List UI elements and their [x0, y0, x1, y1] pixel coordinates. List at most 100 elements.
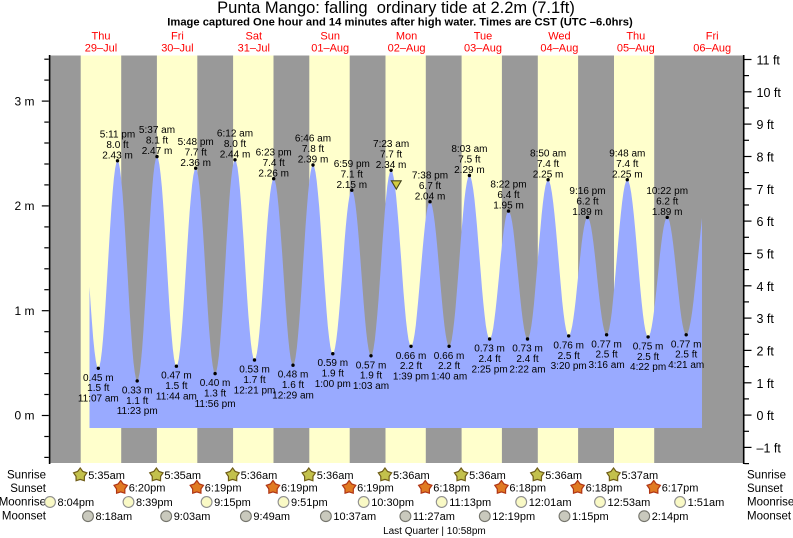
svg-text:12:21 pm: 12:21 pm — [234, 385, 276, 396]
svg-text:0.66 m: 0.66 m — [396, 351, 427, 362]
svg-text:8:22 pm: 8:22 pm — [490, 180, 526, 191]
svg-text:7.4 ft: 7.4 ft — [263, 158, 285, 169]
svg-text:Sunset: Sunset — [747, 483, 784, 495]
svg-text:3 ft: 3 ft — [757, 312, 775, 326]
svg-text:2.5 ft: 2.5 ft — [675, 350, 697, 361]
svg-text:2.29 m: 2.29 m — [454, 165, 485, 176]
svg-text:Sunset: Sunset — [10, 483, 47, 495]
svg-text:Wed: Wed — [548, 30, 570, 42]
svg-text:9:48 am: 9:48 am — [609, 148, 645, 159]
svg-text:Last Quarter | 10:58pm: Last Quarter | 10:58pm — [383, 526, 486, 537]
svg-text:8:18am: 8:18am — [96, 511, 133, 523]
svg-text:5:36am: 5:36am — [317, 470, 354, 482]
svg-text:1.6 ft: 1.6 ft — [282, 380, 304, 391]
svg-text:5:36am: 5:36am — [241, 470, 278, 482]
svg-text:2 ft: 2 ft — [757, 344, 775, 358]
svg-text:1:03 am: 1:03 am — [353, 381, 389, 392]
svg-text:Mon: Mon — [396, 30, 417, 42]
svg-text:3:16 am: 3:16 am — [589, 360, 625, 371]
svg-text:Thu: Thu — [626, 30, 645, 42]
svg-text:2.34 m: 2.34 m — [376, 160, 407, 171]
svg-text:6:19pm: 6:19pm — [357, 482, 394, 494]
svg-text:6:18pm: 6:18pm — [509, 482, 546, 494]
svg-text:8.0 ft: 8.0 ft — [106, 140, 128, 151]
svg-text:6:17pm: 6:17pm — [662, 482, 699, 494]
svg-text:11:23 pm: 11:23 pm — [117, 406, 158, 417]
svg-text:2:14pm: 2:14pm — [652, 511, 689, 523]
svg-text:9 ft: 9 ft — [757, 118, 775, 132]
svg-text:8.1 ft: 8.1 ft — [146, 136, 168, 147]
svg-text:1.9 ft: 1.9 ft — [360, 371, 382, 382]
svg-text:2:22 am: 2:22 am — [509, 364, 545, 375]
svg-text:04–Aug: 04–Aug — [540, 43, 578, 55]
svg-text:0.57 m: 0.57 m — [356, 360, 387, 371]
svg-text:1:51am: 1:51am — [688, 497, 725, 509]
svg-text:6:20pm: 6:20pm — [129, 482, 166, 494]
svg-text:Moonrise: Moonrise — [0, 497, 46, 509]
svg-text:2.5 ft: 2.5 ft — [637, 352, 659, 363]
svg-text:2.43 m: 2.43 m — [102, 150, 133, 161]
svg-text:1 ft: 1 ft — [757, 377, 775, 391]
svg-text:2 m: 2 m — [14, 199, 34, 213]
svg-text:8:50 am: 8:50 am — [530, 148, 566, 159]
svg-text:29–Jul: 29–Jul — [85, 43, 117, 55]
svg-text:05–Aug: 05–Aug — [617, 43, 655, 55]
svg-text:1.95 m: 1.95 m — [493, 201, 524, 212]
svg-text:7:38 pm: 7:38 pm — [412, 170, 448, 181]
svg-text:10:30pm: 10:30pm — [371, 497, 414, 509]
svg-text:30–Jul: 30–Jul — [161, 43, 193, 55]
svg-text:0.76 m: 0.76 m — [553, 340, 584, 351]
svg-text:7.7 ft: 7.7 ft — [185, 147, 207, 158]
svg-text:6:59 pm: 6:59 pm — [334, 159, 370, 170]
svg-text:5 ft: 5 ft — [757, 248, 775, 262]
svg-text:6:18pm: 6:18pm — [433, 482, 470, 494]
svg-text:5:11 pm: 5:11 pm — [100, 129, 135, 140]
svg-text:0.66 m: 0.66 m — [434, 351, 465, 362]
svg-text:6.7 ft: 6.7 ft — [419, 181, 441, 192]
svg-text:0 ft: 0 ft — [757, 409, 775, 423]
svg-text:11:27am: 11:27am — [413, 511, 455, 523]
svg-text:2.26 m: 2.26 m — [258, 168, 289, 179]
svg-text:6:18pm: 6:18pm — [586, 482, 623, 494]
svg-text:3 m: 3 m — [14, 94, 34, 108]
svg-text:0 m: 0 m — [14, 409, 34, 423]
svg-text:11:56 pm: 11:56 pm — [195, 399, 236, 410]
svg-text:0.40 m: 0.40 m — [200, 378, 231, 389]
svg-text:12:29 am: 12:29 am — [272, 391, 314, 402]
svg-text:Fri: Fri — [171, 30, 184, 42]
svg-text:Sunrise: Sunrise — [747, 470, 786, 482]
svg-text:8:04pm: 8:04pm — [58, 497, 95, 509]
svg-text:1:00 pm: 1:00 pm — [315, 379, 351, 390]
svg-text:0.77 m: 0.77 m — [591, 339, 622, 350]
svg-text:1 m: 1 m — [14, 304, 34, 318]
svg-text:11:44 am: 11:44 am — [156, 392, 197, 403]
svg-text:7.1 ft: 7.1 ft — [341, 169, 363, 180]
svg-text:6:12 am: 6:12 am — [217, 128, 253, 139]
svg-text:6:19pm: 6:19pm — [205, 482, 242, 494]
svg-text:5:48 pm: 5:48 pm — [178, 137, 214, 148]
svg-text:2.25 m: 2.25 m — [612, 169, 643, 180]
svg-text:7:23 am: 7:23 am — [373, 139, 409, 150]
svg-text:5:37 am: 5:37 am — [139, 125, 175, 136]
svg-text:2:25 pm: 2:25 pm — [472, 364, 508, 375]
svg-text:1.5 ft: 1.5 ft — [87, 383, 109, 394]
svg-text:Sat: Sat — [246, 30, 263, 42]
svg-text:Sun: Sun — [320, 30, 340, 42]
svg-text:Punta Mango: falling ordinary: Punta Mango: falling ordinary tide at 2.… — [217, 0, 575, 17]
svg-text:0.75 m: 0.75 m — [633, 341, 664, 352]
svg-text:12:53am: 12:53am — [608, 497, 651, 509]
svg-text:–1 ft: –1 ft — [757, 441, 782, 455]
svg-text:7.7 ft: 7.7 ft — [380, 149, 402, 160]
svg-text:1.5 ft: 1.5 ft — [165, 381, 187, 392]
svg-text:1.1 ft: 1.1 ft — [126, 396, 148, 407]
svg-text:2.5 ft: 2.5 ft — [558, 351, 580, 362]
svg-text:0.73 m: 0.73 m — [512, 344, 543, 355]
svg-text:0.73 m: 0.73 m — [474, 344, 505, 355]
svg-text:0.59 m: 0.59 m — [318, 358, 349, 369]
svg-text:Thu: Thu — [92, 30, 111, 42]
svg-text:4:21 am: 4:21 am — [668, 360, 704, 371]
svg-text:8 ft: 8 ft — [757, 151, 775, 165]
svg-text:9:49am: 9:49am — [253, 511, 290, 523]
svg-text:5:37am: 5:37am — [622, 470, 659, 482]
svg-text:6:46 am: 6:46 am — [295, 134, 331, 145]
